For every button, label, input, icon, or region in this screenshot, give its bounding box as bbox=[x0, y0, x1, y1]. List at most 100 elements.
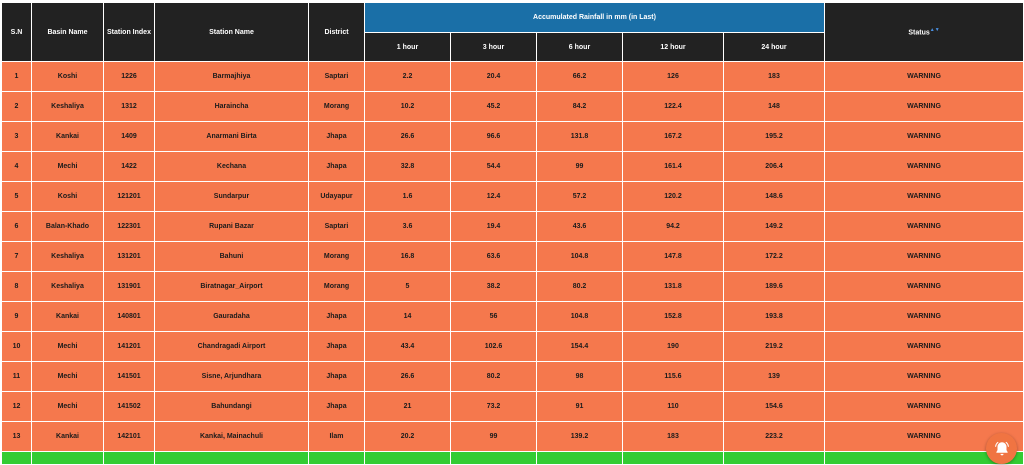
cell-rain-12-hour: 152.8 bbox=[622, 301, 724, 332]
cell-status: WARNING bbox=[824, 61, 1024, 92]
alarm-button[interactable] bbox=[986, 433, 1017, 464]
cell-sn: 11 bbox=[1, 361, 32, 392]
cell-basin-name: Balan-Khado bbox=[31, 211, 104, 242]
cell-status: WARNING bbox=[824, 151, 1024, 182]
cell-status: WARNING bbox=[824, 361, 1024, 392]
cell-rain-24-hour: 172.2 bbox=[722, 241, 826, 272]
header-station-name[interactable]: Station Name bbox=[154, 2, 309, 62]
cell-rain-6-hour: 131.8 bbox=[536, 121, 623, 152]
table-row: 11 Mechi 141501 Sisne, Arjundhara Jhapa 26.6 8… bbox=[1, 361, 1024, 392]
cell-status: WARNING bbox=[824, 301, 1024, 332]
header-status[interactable]: Status▲▼ bbox=[824, 2, 1024, 62]
cell-station-name: Haraincha bbox=[154, 91, 309, 122]
cell-rain-3-hour: 96.6 bbox=[450, 121, 537, 152]
cell-station-name: Anarmani Birta bbox=[154, 121, 309, 152]
header-sn[interactable]: S.N bbox=[1, 2, 32, 62]
cell-district: Jhapa bbox=[308, 151, 365, 182]
header-district[interactable]: District bbox=[308, 2, 365, 62]
header-6-hour[interactable]: 6 hour bbox=[536, 32, 623, 62]
cell-station-index: 140801 bbox=[103, 301, 155, 332]
cell-status: WARNING bbox=[824, 391, 1024, 422]
cell-rain-1-hour: 21 bbox=[364, 391, 451, 422]
cell-rain-24-hour: 195.2 bbox=[722, 121, 826, 152]
cell-district: Jhapa bbox=[308, 121, 365, 152]
cell-district: Morang bbox=[308, 241, 365, 272]
cell-empty bbox=[622, 451, 724, 465]
cell-status: WARNING bbox=[824, 181, 1024, 212]
cell-rain-12-hour: 190 bbox=[622, 331, 724, 362]
cell-rain-12-hour: 120.2 bbox=[622, 181, 724, 212]
cell-rain-6-hour: 104.8 bbox=[536, 241, 623, 272]
cell-status: WARNING bbox=[824, 121, 1024, 152]
cell-rain-1-hour: 1.6 bbox=[364, 181, 451, 212]
cell-sn: 3 bbox=[1, 121, 32, 152]
cell-sn: 7 bbox=[1, 241, 32, 272]
cell-station-name: Bahuni bbox=[154, 241, 309, 272]
cell-rain-6-hour: 104.8 bbox=[536, 301, 623, 332]
cell-rain-24-hour: 148 bbox=[722, 91, 826, 122]
cell-rain-6-hour: 91 bbox=[536, 391, 623, 422]
cell-station-index: 131901 bbox=[103, 271, 155, 302]
cell-empty bbox=[103, 451, 155, 465]
header-basin-name[interactable]: Basin Name bbox=[31, 2, 104, 62]
cell-district: Jhapa bbox=[308, 301, 365, 332]
cell-basin-name: Keshaliya bbox=[31, 91, 104, 122]
cell-empty bbox=[364, 451, 451, 465]
cell-station-index: 1409 bbox=[103, 121, 155, 152]
cell-rain-6-hour: 43.6 bbox=[536, 211, 623, 242]
cell-rain-24-hour: 154.6 bbox=[722, 391, 826, 422]
cell-basin-name: Mechi bbox=[31, 391, 104, 422]
cell-sn: 9 bbox=[1, 301, 32, 332]
cell-rain-24-hour: 223.2 bbox=[722, 421, 826, 452]
cell-basin-name: Mechi bbox=[31, 151, 104, 182]
cell-rain-3-hour: 54.4 bbox=[450, 151, 537, 182]
cell-rain-24-hour: 148.6 bbox=[722, 181, 826, 212]
cell-sn: 4 bbox=[1, 151, 32, 182]
header-status-label: Status bbox=[908, 29, 930, 37]
cell-rain-12-hour: 110 bbox=[622, 391, 724, 422]
cell-rain-6-hour: 66.2 bbox=[536, 61, 623, 92]
table-row: 1 Koshi 1226 Barmajhiya Saptari 2.2 20.4 66.2 12… bbox=[1, 61, 1024, 92]
cell-sn: 10 bbox=[1, 331, 32, 362]
cell-station-index: 121201 bbox=[103, 181, 155, 212]
cell-rain-12-hour: 131.8 bbox=[622, 271, 724, 302]
cell-rain-6-hour: 57.2 bbox=[536, 181, 623, 212]
cell-rain-6-hour: 80.2 bbox=[536, 271, 623, 302]
cell-empty bbox=[722, 451, 826, 465]
cell-rain-12-hour: 183 bbox=[622, 421, 724, 452]
cell-status: WARNING bbox=[824, 241, 1024, 272]
cell-rain-24-hour: 189.6 bbox=[722, 271, 826, 302]
cell-empty bbox=[154, 451, 309, 465]
header-12-hour[interactable]: 12 hour bbox=[622, 32, 724, 62]
cell-basin-name: Keshaliya bbox=[31, 241, 104, 272]
sort-arrows-icon[interactable]: ▲▼ bbox=[929, 27, 940, 34]
cell-rain-3-hour: 19.4 bbox=[450, 211, 537, 242]
header-24-hour[interactable]: 24 hour bbox=[722, 32, 826, 62]
cell-rain-3-hour: 73.2 bbox=[450, 391, 537, 422]
cell-station-name: Barmajhiya bbox=[154, 61, 309, 92]
cell-station-name: Bahundangi bbox=[154, 391, 309, 422]
cell-empty bbox=[31, 451, 104, 465]
cell-rain-12-hour: 94.2 bbox=[622, 211, 724, 242]
cell-rain-1-hour: 2.2 bbox=[364, 61, 451, 92]
cell-rain-12-hour: 126 bbox=[622, 61, 724, 92]
header-station-index[interactable]: Station Index bbox=[103, 2, 155, 62]
cell-rain-6-hour: 99 bbox=[536, 151, 623, 182]
cell-status: WARNING bbox=[824, 271, 1024, 302]
cell-basin-name: Keshaliya bbox=[31, 271, 104, 302]
cell-rain-6-hour: 84.2 bbox=[536, 91, 623, 122]
cell-rain-24-hour: 183 bbox=[722, 61, 826, 92]
table-row: 12 Mechi 141502 Bahundangi Jhapa 21 73.2 91 110 1… bbox=[1, 391, 1024, 422]
cell-rain-24-hour: 149.2 bbox=[722, 211, 826, 242]
cell-status: WARNING bbox=[824, 331, 1024, 362]
cell-basin-name: Mechi bbox=[31, 331, 104, 362]
header-3-hour[interactable]: 3 hour bbox=[450, 32, 537, 62]
cell-rain-3-hour: 56 bbox=[450, 301, 537, 332]
cell-basin-name: Kankai bbox=[31, 421, 104, 452]
cell-station-name: Sisne, Arjundhara bbox=[154, 361, 309, 392]
cell-rain-1-hour: 16.8 bbox=[364, 241, 451, 272]
header-1-hour[interactable]: 1 hour bbox=[364, 32, 451, 62]
cell-sn: 5 bbox=[1, 181, 32, 212]
cell-sn: 2 bbox=[1, 91, 32, 122]
cell-station-index: 1312 bbox=[103, 91, 155, 122]
